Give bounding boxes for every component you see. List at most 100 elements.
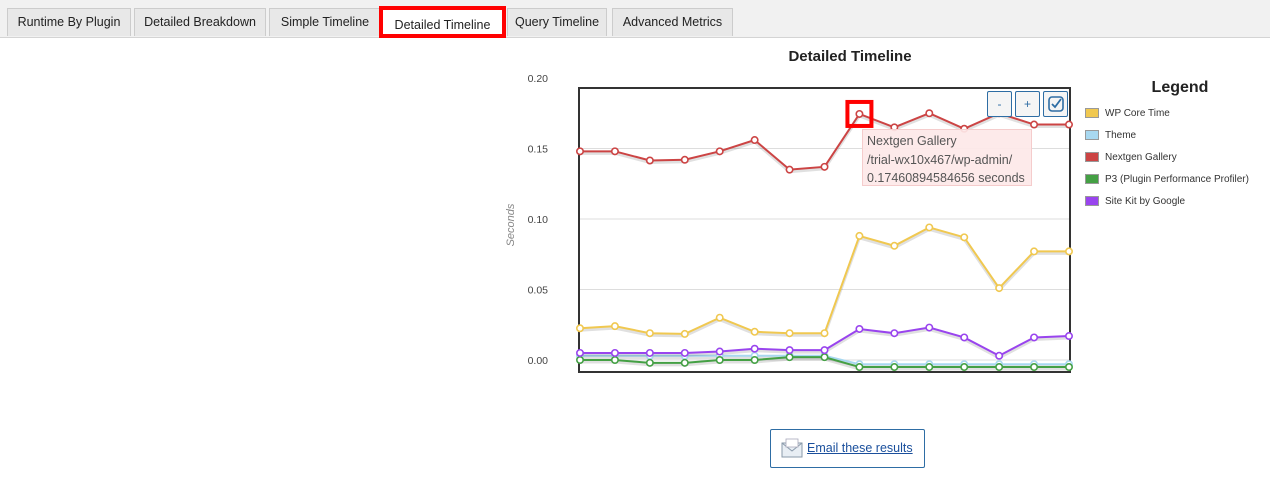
y-tick-label: 0.00 bbox=[528, 355, 549, 367]
zoom-in-button[interactable]: + bbox=[1015, 91, 1040, 117]
data-point[interactable] bbox=[1065, 247, 1074, 256]
data-point[interactable] bbox=[855, 231, 864, 240]
data-point[interactable] bbox=[890, 363, 899, 372]
tooltip-value: 0.17460894584656 seconds bbox=[867, 171, 1025, 185]
legend-item-theme[interactable]: Theme bbox=[1085, 129, 1136, 143]
legend-swatch bbox=[1085, 152, 1099, 163]
data-point[interactable] bbox=[1030, 120, 1039, 129]
data-point[interactable] bbox=[785, 346, 794, 355]
plot-border bbox=[578, 87, 1071, 373]
y-axis-label: Seconds bbox=[505, 203, 517, 246]
legend-swatch bbox=[1085, 196, 1099, 207]
tab-bar: Runtime By Plugin Detailed Breakdown Sim… bbox=[0, 0, 1270, 38]
data-point[interactable] bbox=[750, 344, 759, 353]
legend-swatch bbox=[1085, 108, 1099, 119]
y-tick-label: 0.20 bbox=[528, 73, 549, 85]
y-tick-label: 0.15 bbox=[528, 144, 549, 156]
legend-item-wp-core-time[interactable]: WP Core Time bbox=[1085, 107, 1170, 121]
legend-item-p3[interactable]: P3 (Plugin Performance Profiler) bbox=[1085, 173, 1249, 187]
legend-swatch bbox=[1085, 130, 1099, 141]
tab-runtime-by-plugin[interactable]: Runtime By Plugin bbox=[7, 8, 131, 36]
data-point[interactable] bbox=[925, 323, 934, 332]
data-point[interactable] bbox=[750, 355, 759, 364]
tooltip-url: /trial-wx10x467/wp-admin/ bbox=[867, 152, 1013, 167]
chart-title: Detailed Timeline bbox=[788, 48, 912, 65]
data-point[interactable] bbox=[925, 109, 934, 118]
data-point[interactable] bbox=[960, 363, 969, 372]
data-point[interactable] bbox=[855, 109, 864, 118]
zoom-out-button[interactable]: - bbox=[987, 91, 1012, 117]
data-point[interactable] bbox=[750, 136, 759, 145]
data-point[interactable] bbox=[715, 355, 724, 364]
y-tick-label: 0.05 bbox=[528, 285, 549, 297]
envelope-icon bbox=[781, 438, 803, 458]
data-point[interactable] bbox=[1065, 120, 1074, 129]
data-point[interactable] bbox=[645, 358, 654, 367]
highlighted-point-box bbox=[845, 99, 874, 128]
data-point[interactable] bbox=[1030, 333, 1039, 342]
data-point[interactable] bbox=[995, 363, 1004, 372]
data-point[interactable] bbox=[680, 348, 689, 357]
data-point[interactable] bbox=[680, 155, 689, 164]
data-point[interactable] bbox=[925, 363, 934, 372]
tab-detailed-breakdown[interactable]: Detailed Breakdown bbox=[134, 8, 266, 36]
data-point[interactable] bbox=[785, 165, 794, 174]
data-point[interactable] bbox=[890, 241, 899, 250]
legend-label: Theme bbox=[1105, 130, 1137, 141]
data-point[interactable] bbox=[855, 363, 864, 372]
data-point[interactable] bbox=[995, 284, 1004, 293]
data-point[interactable] bbox=[715, 347, 724, 356]
data-point[interactable] bbox=[820, 353, 829, 362]
data-point[interactable] bbox=[575, 355, 584, 364]
data-point[interactable] bbox=[645, 329, 654, 338]
y-tick-label: 0.10 bbox=[528, 214, 549, 226]
point-tooltip: Nextgen Gallery /trial-wx10x467/wp-admin… bbox=[862, 129, 1032, 186]
legend-title: Legend bbox=[1151, 79, 1209, 96]
data-point[interactable] bbox=[1065, 332, 1074, 341]
data-point[interactable] bbox=[960, 233, 969, 242]
tab-simple-timeline[interactable]: Simple Timeline bbox=[269, 8, 381, 36]
data-point[interactable] bbox=[820, 162, 829, 171]
data-point[interactable] bbox=[680, 358, 689, 367]
tab-detailed-timeline[interactable]: Detailed Timeline bbox=[379, 6, 506, 38]
data-point[interactable] bbox=[680, 329, 689, 338]
data-point[interactable] bbox=[785, 329, 794, 338]
tooltip-series: Nextgen Gallery bbox=[867, 134, 957, 148]
legend-swatch bbox=[1085, 174, 1099, 185]
data-point[interactable] bbox=[1065, 363, 1074, 372]
data-point[interactable] bbox=[715, 313, 724, 322]
email-results-link[interactable]: Email these results bbox=[807, 441, 913, 455]
data-point[interactable] bbox=[785, 353, 794, 362]
select-toggle-button[interactable] bbox=[1043, 91, 1068, 117]
data-point[interactable] bbox=[715, 147, 724, 156]
legend-label: Site Kit by Google bbox=[1105, 196, 1186, 207]
legend-item-site-kit[interactable]: Site Kit by Google bbox=[1085, 195, 1185, 209]
data-point[interactable] bbox=[610, 348, 619, 357]
data-point[interactable] bbox=[750, 327, 759, 336]
checkbox-icon bbox=[1048, 96, 1064, 112]
tab-advanced-metrics[interactable]: Advanced Metrics bbox=[612, 8, 733, 36]
tab-query-timeline[interactable]: Query Timeline bbox=[507, 8, 607, 36]
data-point[interactable] bbox=[925, 223, 934, 232]
data-point[interactable] bbox=[575, 147, 584, 156]
data-point[interactable] bbox=[575, 348, 584, 357]
data-point[interactable] bbox=[855, 324, 864, 333]
legend-label: P3 (Plugin Performance Profiler) bbox=[1105, 174, 1249, 185]
data-point[interactable] bbox=[1030, 247, 1039, 256]
legend-item-nextgen-gallery[interactable]: Nextgen Gallery bbox=[1085, 151, 1177, 165]
data-point[interactable] bbox=[890, 329, 899, 338]
data-point[interactable] bbox=[610, 355, 619, 364]
data-point[interactable] bbox=[610, 322, 619, 331]
data-point[interactable] bbox=[575, 324, 584, 333]
data-point[interactable] bbox=[820, 346, 829, 355]
legend-label: Nextgen Gallery bbox=[1105, 152, 1177, 163]
data-point[interactable] bbox=[995, 351, 1004, 360]
data-point[interactable] bbox=[820, 329, 829, 338]
data-point[interactable] bbox=[610, 147, 619, 156]
email-results-button[interactable]: Email these results bbox=[770, 429, 925, 468]
data-point[interactable] bbox=[1030, 363, 1039, 372]
data-point[interactable] bbox=[645, 348, 654, 357]
data-point[interactable] bbox=[960, 333, 969, 342]
data-point[interactable] bbox=[645, 156, 654, 165]
